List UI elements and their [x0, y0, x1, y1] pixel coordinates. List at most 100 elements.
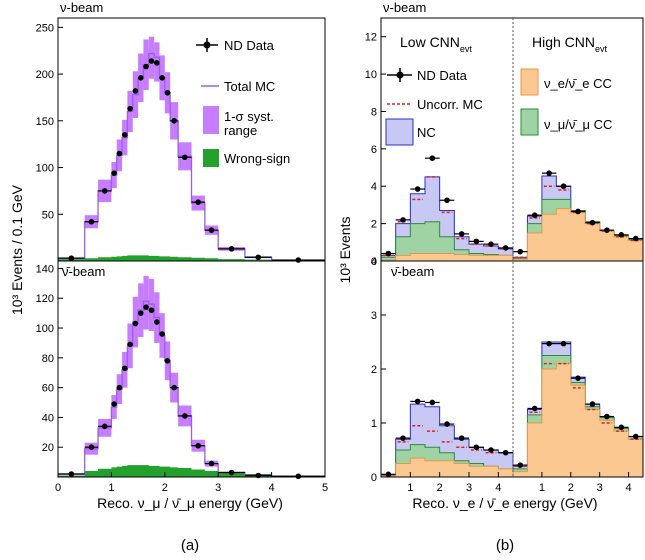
panel-a-caption: (a) — [181, 537, 199, 554]
panel-a-bottom-beam-label: ν̄-beam — [62, 264, 105, 279]
panel-a-bottom-plot: 20 40 60 80 100 120 140 0 1 2 3 4 5 — [36, 263, 328, 494]
y-tick-label: 20 — [42, 442, 54, 454]
data-point — [111, 170, 117, 176]
data-point — [171, 384, 177, 391]
data-point — [116, 384, 123, 391]
high-cnn-data-point — [618, 424, 625, 431]
y-tick-label: 12 — [365, 32, 377, 44]
x-tick-label: 2 — [437, 482, 443, 494]
legend-wrong-sign-swatch — [203, 149, 219, 167]
data-point — [137, 310, 144, 316]
high-cnn-data-point — [531, 212, 538, 219]
y-tick-label: 250 — [36, 22, 54, 34]
x-tick-label: 0 — [55, 482, 61, 494]
legend-syst-label-1: 1-σ syst. — [224, 109, 274, 124]
panel-a-bottom-frame — [57, 260, 326, 478]
y-tick-label: 100 — [36, 163, 54, 175]
y-tick-label: 4 — [371, 256, 377, 268]
high-cnn-data-point — [604, 227, 610, 233]
data-point — [208, 227, 215, 233]
high-cnn-label-main: High CNN — [532, 34, 595, 50]
low-cnn-data-point — [429, 399, 436, 406]
low-cnn-data-point — [429, 155, 436, 161]
panel-a-x-axis-label: Reco. ν_μ / ν̄_μ energy (GeV) — [97, 495, 283, 511]
low-cnn-label: Low CNNevt — [400, 34, 472, 54]
low-cnn-data-point — [414, 398, 421, 405]
data-point — [88, 218, 95, 225]
high-cnn-data-point — [546, 340, 552, 347]
low-cnn-nue-stack — [380, 457, 514, 478]
data-point — [159, 331, 165, 337]
low-cnn-data-point — [400, 435, 406, 441]
high-cnn-data-point — [560, 183, 567, 190]
x-tick-label: 4 — [495, 482, 501, 494]
low-cnn-nue-stack — [380, 253, 514, 262]
data-point — [295, 257, 302, 263]
legend-b-data-label: ND Data — [417, 68, 468, 83]
data-point — [127, 105, 133, 112]
data-point — [228, 469, 235, 476]
legend-total-mc-label: Total MC — [224, 79, 275, 94]
x-tick-label: 4 — [269, 482, 275, 494]
data-point — [143, 304, 149, 310]
syst-band-bin — [148, 278, 155, 332]
panel-b-caption: (b) — [496, 537, 514, 554]
data-point — [195, 199, 201, 205]
data-point — [153, 60, 160, 66]
y-tick-label: 200 — [36, 69, 54, 81]
legend-b-nue-swatch — [520, 68, 539, 96]
low-cnn-data-point — [385, 250, 392, 257]
data-point — [295, 473, 302, 480]
x-tick-label: 4 — [625, 482, 631, 494]
y-tick-label: 1 — [371, 418, 377, 430]
low-cnn-data-point — [473, 444, 480, 451]
x-tick-label: 3 — [215, 482, 221, 494]
low-cnn-data-point — [502, 449, 509, 456]
legend-b-nc-label: NC — [417, 125, 436, 140]
legend-b-data-marker — [396, 71, 404, 79]
high-cnn-data-point — [531, 405, 538, 412]
high-cnn-data-point — [632, 235, 639, 242]
panel-b-legend: ND Data Uncorr. MC NC ν_e/ν̄_e CC ν_μ/ν̄… — [385, 68, 612, 146]
high-cnn-data-point — [589, 219, 596, 226]
high-cnn-data-point — [517, 248, 524, 255]
data-point — [88, 444, 95, 451]
legend-syst-swatch — [203, 106, 219, 134]
syst-band-bin — [143, 275, 149, 330]
panel-a: 50 100 150 200 250 20 40 60 80 100 120 140 0 1 2 3 4 5 ν… — [9, 0, 328, 554]
low-cnn-label-main: Low CNN — [400, 34, 460, 50]
low-cnn-label-sub: evt — [460, 44, 473, 54]
data-point — [143, 63, 149, 70]
legend-b-numu-label: ν_μ/ν̄_μ CC — [544, 117, 612, 132]
high-cnn-data-point — [589, 401, 596, 407]
legend-syst-label-2: range — [224, 123, 257, 138]
panel-b-x-axis-label: Reco. ν_e / ν̄_e energy (GeV) — [412, 495, 597, 511]
y-tick-label: 6 — [371, 144, 377, 156]
x-tick-label: 5 — [322, 482, 328, 494]
low-cnn-data-point — [488, 241, 494, 247]
y-tick-label: 4 — [371, 181, 377, 193]
data-point — [132, 320, 139, 327]
high-cnn-nue-stack — [512, 208, 644, 262]
data-point — [208, 460, 215, 467]
y-tick-label: 2 — [371, 219, 377, 231]
panel-a-top-plot: 50 100 150 200 250 — [36, 22, 325, 263]
data-point — [101, 188, 108, 194]
panel-b-y-axis-label: 10³ Events — [337, 217, 353, 284]
panel-a-y-axis-label: 10³ Events / 0.1 GeV — [9, 184, 25, 315]
panel-a-legend: ND Data Total MC 1-σ syst. range Wrong-s… — [196, 38, 290, 167]
panel-a-top-frame — [57, 17, 326, 262]
data-point — [228, 246, 235, 252]
panel-b-top-plot: 0 2 4 6 8 10 12 — [365, 32, 644, 268]
data-point — [68, 471, 75, 477]
data-point — [101, 423, 108, 430]
panel-b-bottom-frame — [380, 260, 644, 478]
low-cnn-data-point — [400, 217, 406, 223]
data-point — [137, 75, 144, 81]
legend-b-nue-label: ν_e/ν̄_e CC — [544, 76, 612, 91]
data-point — [182, 154, 188, 161]
x-tick-label: 2 — [568, 482, 574, 494]
